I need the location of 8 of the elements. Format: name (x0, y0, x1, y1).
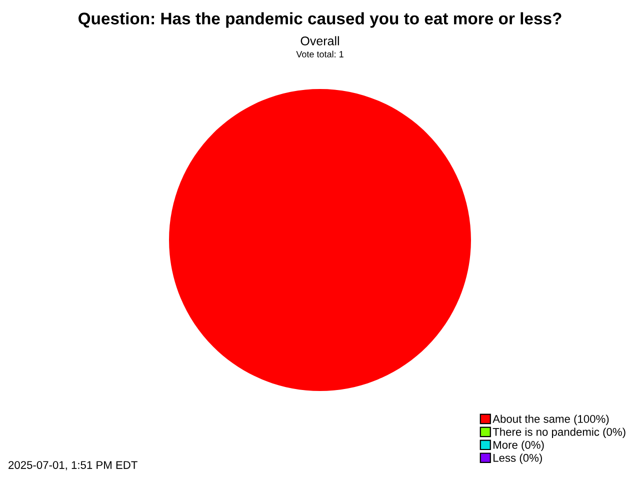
chart-subtitle: Overall (300, 36, 339, 46)
text: 2025-07-01, 1:51 PM EDT (8, 461, 138, 470)
legend-label: There is no pandemic (0%) (492, 428, 626, 438)
legend-label: More (0%) (494, 440, 544, 452)
legend-label: About the same (100%) (492, 414, 609, 426)
chart-title: Question: Has the pandemic caused you to eat more or less? (78, 12, 562, 28)
text: Vote total: 1 (296, 50, 344, 58)
legend-label: Less (0%) (494, 454, 542, 464)
